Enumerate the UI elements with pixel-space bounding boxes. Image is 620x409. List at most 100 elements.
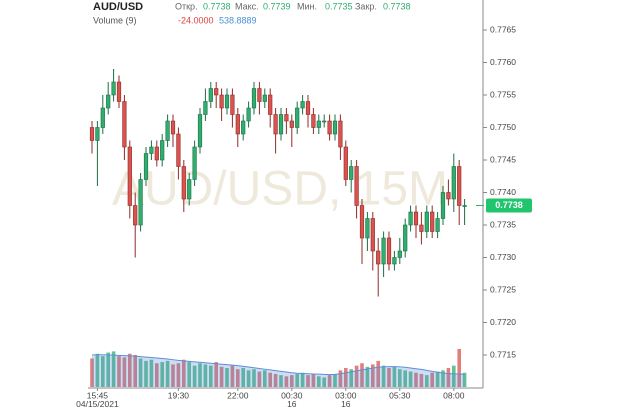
volume-bar <box>117 356 121 387</box>
candle-body <box>359 205 365 239</box>
candle-body <box>100 107 105 128</box>
candle-body <box>192 146 197 180</box>
candle-body <box>181 166 186 200</box>
y-tick-label: 0.7765 <box>490 24 516 34</box>
chart-title: AUD/USD <box>93 1 143 13</box>
volume-bar <box>457 349 461 387</box>
candle-body <box>305 101 311 115</box>
candle-body <box>127 146 132 206</box>
candle-body <box>241 120 246 135</box>
volume-bar <box>284 376 289 387</box>
candle-body <box>413 211 419 226</box>
candle-body <box>176 133 181 167</box>
volume-bar <box>354 365 359 387</box>
candle-body <box>462 205 467 207</box>
candle-body <box>257 88 262 102</box>
volume-bar <box>198 363 202 387</box>
volume-bar <box>133 354 137 387</box>
volume-bar <box>236 369 240 387</box>
last-price-box <box>486 198 532 213</box>
candle-body <box>251 88 257 109</box>
volume-bar <box>408 371 413 387</box>
volume-bar <box>246 370 251 387</box>
candle-body <box>111 81 116 96</box>
candle-body <box>262 94 267 102</box>
volume-bar <box>462 372 467 387</box>
volume-title: Volume (9) <box>93 15 137 25</box>
volume-bar <box>327 375 332 387</box>
volume-bar <box>257 371 262 387</box>
y-tick-label: 0.7715 <box>490 349 516 359</box>
volume-bar <box>295 373 299 387</box>
volume-bar <box>446 368 451 387</box>
volume-bar <box>430 372 434 387</box>
candle-body <box>138 179 143 226</box>
volume-bar <box>306 375 310 387</box>
volume-bar <box>192 365 197 387</box>
candle-body <box>160 140 165 161</box>
y-tick-label: 0.7745 <box>490 154 516 164</box>
candle-body <box>246 107 251 122</box>
ohlc-label: Макс. <box>235 1 259 11</box>
x-date-label: 04/15/2021 <box>76 399 119 409</box>
candle-body <box>365 218 370 239</box>
x-tick-label: 19:30 <box>168 390 190 400</box>
volume-bar <box>149 359 154 387</box>
candle-body <box>95 127 100 141</box>
candle-body <box>376 250 381 265</box>
x-tick-label: 15:45 <box>87 390 109 400</box>
candle-body <box>327 120 332 135</box>
candle-body <box>116 81 122 102</box>
candle-body <box>268 94 273 115</box>
x-tick-label: 03:00 <box>335 390 357 400</box>
volume-bar <box>90 358 94 387</box>
volume-bar <box>268 372 272 387</box>
volume-bar <box>376 360 380 387</box>
volume-bar <box>317 376 321 387</box>
candle-body <box>397 250 402 258</box>
volume-bar <box>300 372 305 387</box>
volume-bar <box>203 364 208 387</box>
y-tick-label: 0.7750 <box>490 122 516 132</box>
candle-body <box>316 120 321 128</box>
ohlc-label: Закр. <box>355 1 377 11</box>
volume-bar <box>122 357 127 387</box>
volume-bar <box>230 365 235 387</box>
volume-bar <box>333 373 337 387</box>
volume-stat: 538.8889 <box>219 15 257 25</box>
volume-bar <box>414 372 418 387</box>
y-tick-label: 0.7735 <box>490 219 516 229</box>
watermark: AUD/USD, 15M <box>112 163 448 216</box>
ohlc-label: Мин. <box>297 1 317 11</box>
volume-bar <box>435 371 440 387</box>
candle-body <box>451 166 456 200</box>
volume-stat: -24.0000 <box>178 15 214 25</box>
x-tick-label: 08:00 <box>443 390 465 400</box>
candle-body <box>197 114 203 148</box>
volume-bar <box>160 362 164 387</box>
candle-body <box>154 146 159 161</box>
candle-body <box>143 153 149 180</box>
volume-bar <box>214 362 218 387</box>
candle-body <box>289 120 294 128</box>
volume-bar <box>101 356 105 387</box>
volume-bar <box>95 353 100 387</box>
volume-bar <box>398 369 402 387</box>
ohlc-value: 0.7735 <box>325 1 353 11</box>
volume-bar <box>387 368 391 387</box>
volume-bar <box>252 369 256 387</box>
volume-bar <box>144 360 148 387</box>
x-date-label: 16 <box>287 399 297 409</box>
candle-body <box>284 114 289 122</box>
candle-body <box>403 224 408 252</box>
candle-body <box>381 237 386 265</box>
volume-bar <box>381 365 386 387</box>
candle-body <box>122 101 127 148</box>
volume-bar <box>365 366 370 387</box>
candle-body <box>295 107 300 128</box>
candle-body <box>435 218 440 232</box>
volume-bar <box>182 359 186 387</box>
volume-bar <box>187 362 191 387</box>
volume-bar <box>322 377 326 387</box>
